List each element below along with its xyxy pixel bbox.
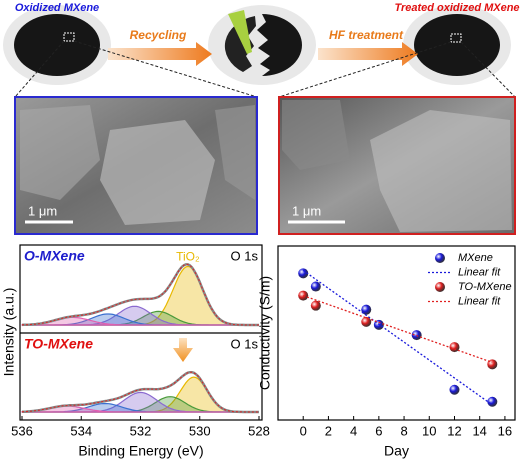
flake: [282, 100, 350, 170]
flake: [215, 105, 255, 200]
blade: [228, 10, 252, 54]
label: Treated oxidized MXene: [394, 2, 519, 14]
data-point: [487, 359, 498, 370]
zoom-box: [63, 32, 75, 42]
y-axis-label: Conductivity (S/m): [257, 276, 273, 390]
data-point: [487, 396, 498, 407]
data-point: [361, 304, 372, 315]
disc: [14, 14, 100, 76]
flake: [100, 120, 215, 225]
arrow: [108, 42, 212, 66]
flake: [370, 110, 512, 232]
x-tick-label: 534: [70, 423, 92, 438]
data-point: [449, 384, 460, 395]
legend-label: Linear fit: [458, 266, 501, 278]
fit-envelope: [22, 371, 259, 413]
x-tick-label: 4: [350, 423, 357, 438]
data-point: [449, 342, 460, 353]
arrow-label: Recycling: [130, 28, 187, 42]
x-tick-label: 536: [11, 423, 33, 438]
arrow: [318, 42, 418, 66]
arrow-label: HF treatment: [329, 28, 404, 42]
x-tick-label: 530: [189, 423, 211, 438]
legend-marker: [435, 253, 445, 263]
zoom-lines: [14, 40, 516, 98]
x-axis-label: Day: [384, 443, 409, 459]
x-tick-label: 10: [422, 423, 436, 438]
data-point: [310, 300, 321, 311]
x-tick-label: 16: [498, 423, 512, 438]
scale-label: 1 μm: [28, 203, 57, 218]
panel-title: TO-MXene: [24, 336, 93, 352]
data-point: [310, 281, 321, 292]
label: Oxidized MXene: [15, 2, 99, 14]
x-tick-label: 0: [300, 423, 307, 438]
panel-title: O-MXene: [24, 248, 85, 264]
y-axis-label: Intensity (a.u.): [1, 288, 17, 377]
peak-label: TiO₂: [176, 250, 200, 264]
top-schematic: Oxidized MXene Treated oxidized MXene Re…: [3, 2, 520, 98]
fit-line: [302, 294, 493, 364]
sem-images: 1 μm 1 μm: [14, 96, 516, 235]
legend-label: Linear fit: [458, 295, 501, 307]
flake: [20, 105, 100, 200]
x-tick-label: 12: [447, 423, 461, 438]
fit-line: [302, 269, 493, 406]
x-tick-label: 14: [472, 423, 486, 438]
broken-disc: [224, 16, 256, 72]
x-tick-label: 2: [325, 423, 332, 438]
core-level: O 1s: [231, 248, 259, 263]
x-tick-label: 6: [375, 423, 382, 438]
legend-label: TO-MXene: [458, 281, 512, 293]
x-tick-label: 532: [130, 423, 152, 438]
x-tick-label: 528: [248, 423, 270, 438]
broken-disc: [257, 14, 302, 76]
scale-label: 1 μm: [292, 203, 321, 218]
x-tick-label: 8: [400, 423, 407, 438]
disc: [414, 14, 500, 76]
x-axis-label: Binding Energy (eV): [78, 443, 203, 459]
arrow: [173, 338, 193, 362]
legend-marker: [435, 282, 445, 292]
plot-frame: [277, 245, 516, 421]
legend-label: MXene: [458, 252, 493, 264]
fit-envelope: [21, 263, 259, 326]
core-level: O 1s: [231, 336, 259, 351]
zoom-box: [450, 33, 462, 43]
data-point: [298, 268, 309, 279]
data-point: [361, 316, 372, 327]
